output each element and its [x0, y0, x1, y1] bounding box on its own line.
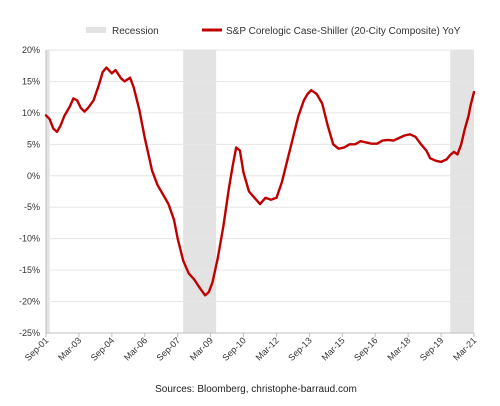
y-tick-label: -5%	[24, 202, 40, 212]
axes	[45, 50, 474, 334]
legend-recession-swatch	[86, 27, 106, 33]
y-tick-label: 0%	[27, 171, 40, 181]
source-note: Sources: Bloomberg, christophe-barraud.c…	[155, 384, 357, 395]
y-axis-ticks: 20% 15% 10% 5% 0% -5% -10% -15% -20% -25%	[19, 45, 40, 338]
x-tick-label: Sep-04	[89, 335, 117, 363]
legend-recession-label: Recession	[112, 26, 159, 37]
recession-band-2	[450, 50, 474, 333]
recession-band-0	[46, 50, 50, 333]
x-tick-label: Sep-10	[220, 335, 248, 363]
legend: Recession S&P Corelogic Case-Shiller (20…	[86, 26, 461, 37]
y-tick-label: 10%	[22, 108, 40, 118]
y-tick-label: 5%	[27, 139, 40, 149]
gridlines	[46, 49, 474, 334]
y-tick-label: -20%	[19, 297, 40, 307]
y-tick-label: 20%	[22, 45, 40, 55]
series-layer	[44, 66, 476, 297]
x-tick-label: Mar-21	[451, 335, 478, 362]
recession-bands	[46, 50, 474, 333]
series-line-0	[44, 66, 476, 297]
x-tick-label: Mar-06	[122, 335, 149, 362]
x-axis-ticks: Sep-01 Mar-03 Sep-04 Mar-06 Sep-07 Mar-09 Sep-…	[23, 333, 478, 363]
x-tick-label: Mar-15	[319, 335, 346, 362]
x-tick-label: Mar-09	[188, 335, 215, 362]
x-tick-label: Sep-07	[155, 335, 183, 363]
x-tick-label: Sep-13	[286, 335, 314, 363]
x-tick-label: Sep-01	[23, 335, 51, 363]
y-tick-label: -15%	[19, 265, 40, 275]
x-tick-label: Mar-18	[385, 335, 412, 362]
y-tick-label: -10%	[19, 234, 40, 244]
recession-band-1	[183, 50, 217, 333]
y-tick-label: 15%	[22, 76, 40, 86]
x-tick-label: Mar-12	[254, 335, 281, 362]
legend-series-label: S&P Corelogic Case-Shiller (20-City Comp…	[226, 26, 461, 37]
legend-series-swatch	[202, 28, 222, 32]
y-tick-label: -25%	[19, 328, 40, 338]
x-tick-label: Sep-19	[418, 335, 446, 363]
x-tick-label: Mar-03	[56, 335, 83, 362]
x-tick-label: Sep-16	[352, 335, 380, 363]
